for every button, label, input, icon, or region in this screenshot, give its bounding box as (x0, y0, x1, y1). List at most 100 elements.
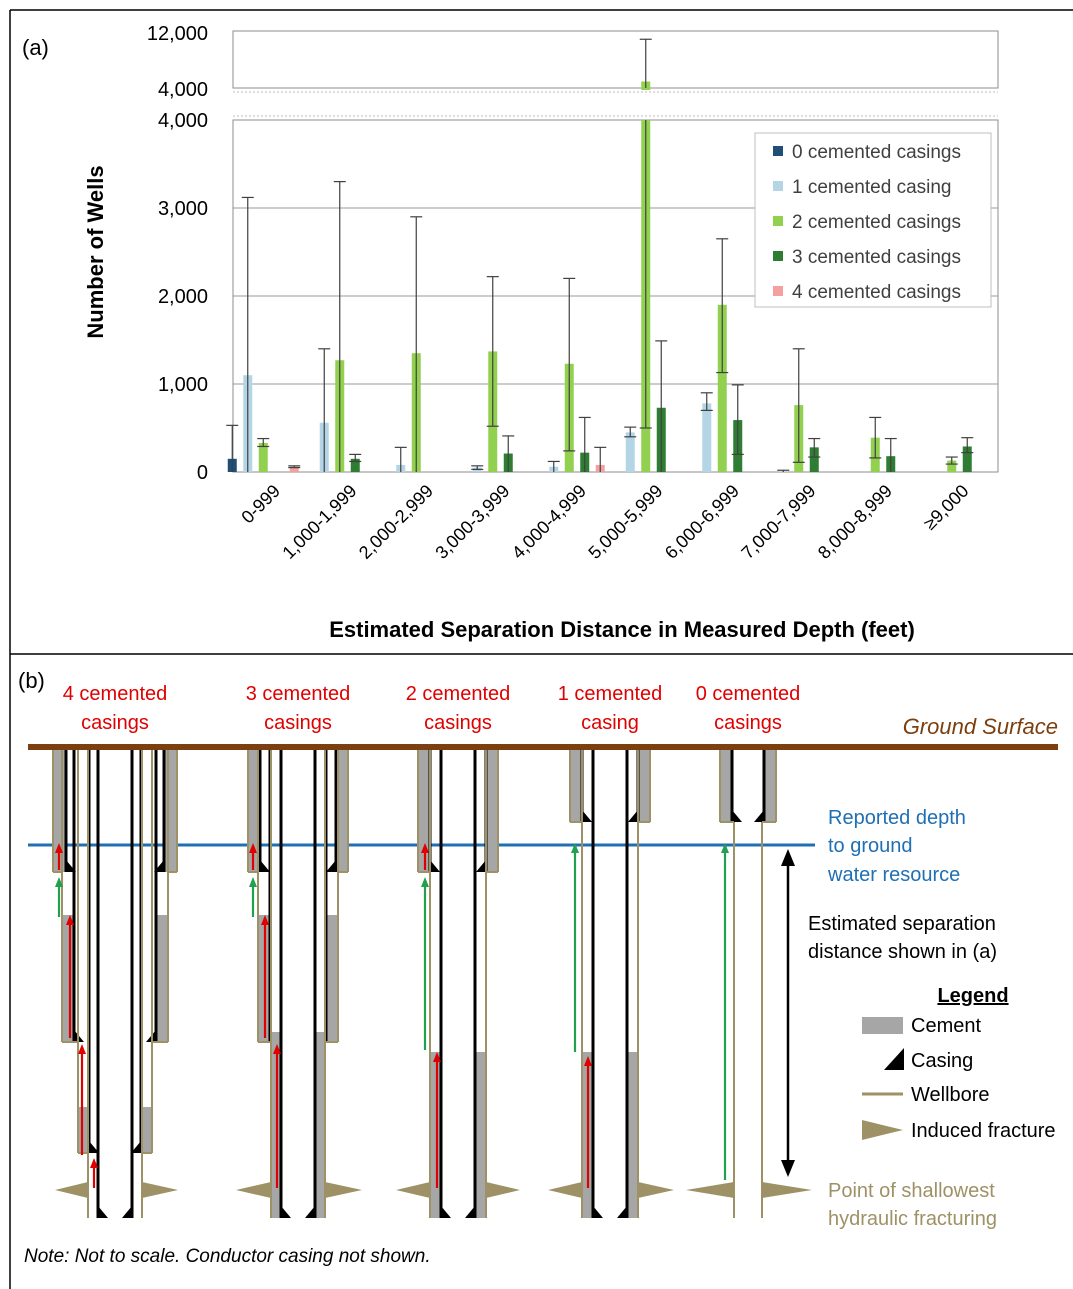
legend-swatch (773, 146, 783, 156)
bar (626, 432, 635, 472)
legend-wellbore-label: Wellbore (911, 1084, 990, 1106)
x-tick-label: 7,000-7,999 (737, 481, 819, 563)
wells (53, 750, 812, 1218)
x-tick-label: 0-999 (237, 481, 284, 528)
cement (326, 915, 338, 1042)
induced-fracture (548, 1182, 582, 1198)
y-tick-label: 0 (197, 462, 208, 484)
induced-fracture (142, 1182, 178, 1198)
fracture-swatch (862, 1120, 903, 1140)
svg-text:casing: casing (581, 712, 639, 734)
x-tick-label: 8,000-8,999 (814, 481, 896, 563)
legend-swatch (773, 181, 783, 191)
legend-casing-label: Casing (911, 1050, 973, 1072)
cement (62, 915, 74, 1042)
panel-a-label: (a) (22, 35, 49, 60)
induced-fracture (396, 1182, 430, 1198)
cement (627, 1052, 638, 1218)
cement (430, 1052, 441, 1218)
cement (720, 750, 732, 822)
svg-text:casings: casings (714, 712, 782, 734)
legend-swatch (773, 216, 783, 226)
y-axis-label: Number of Wells (83, 165, 108, 338)
svg-text:casings: casings (81, 712, 149, 734)
separation-label-line1: Estimated separation (808, 913, 996, 935)
y-tick-label-upper-top: 12,000 (147, 23, 208, 45)
legend-fracture-label: Induced fracture (911, 1120, 1056, 1142)
svg-text:4 cemented: 4 cemented (63, 683, 168, 705)
casing-shoe (281, 1206, 291, 1218)
cement (570, 750, 582, 822)
induced-fracture (762, 1182, 812, 1198)
well (686, 750, 812, 1218)
water-label-line1: Reported depth (828, 807, 966, 829)
svg-text:casings: casings (264, 712, 332, 734)
legend-title: Legend (937, 985, 1008, 1007)
induced-fracture (55, 1182, 88, 1198)
x-tick-label: 1,000-1,999 (278, 481, 360, 563)
well-title: 4 cemented casings (63, 683, 168, 734)
x-tick-label: 4,000-4,999 (508, 481, 590, 563)
casing-shoe (441, 1206, 451, 1218)
y-tick-label-upper-bottom: 4,000 (158, 79, 208, 101)
casing-swatch (884, 1048, 904, 1070)
water-label-line3: water resource (827, 864, 960, 886)
induced-fracture (686, 1182, 734, 1198)
casing-shoe (98, 1206, 108, 1218)
bar (259, 443, 268, 472)
legend-entry: 3 cemented casings (792, 247, 961, 268)
casing-shoe (305, 1206, 315, 1218)
well-title: 1 cemented casing (558, 683, 663, 734)
diagram-legend: Legend Cement Casing Wellbore Induced fr… (862, 985, 1056, 1142)
x-axis-label: Estimated Separation Distance in Measure… (329, 617, 915, 642)
frac-label-line2: hydraulic fracturing (828, 1208, 997, 1230)
cement (164, 750, 177, 872)
note-text: Note: Not to scale. Conductor casing not… (24, 1246, 431, 1267)
y-tick-label: 1,000 (158, 374, 208, 396)
svg-text:0 cemented: 0 cemented (696, 683, 801, 705)
bar (702, 403, 711, 472)
induced-fracture (236, 1182, 271, 1198)
casing-shoe (465, 1206, 475, 1218)
separation-label-line2: distance shown in (a) (808, 941, 997, 963)
frac-label-line1: Point of shallowest (828, 1180, 995, 1202)
well (53, 750, 178, 1218)
legend-entry: 4 cemented casings (792, 282, 961, 303)
legend-cement-label: Cement (911, 1015, 981, 1037)
panel-b-label: (b) (18, 668, 45, 693)
svg-text:3 cemented: 3 cemented (246, 683, 351, 705)
cement (156, 915, 168, 1042)
x-tick-label: 3,000-3,999 (431, 481, 513, 563)
svg-text:casings: casings (424, 712, 492, 734)
well (236, 750, 362, 1218)
legend-entry: 1 cemented casing (792, 177, 952, 198)
legend-entry: 2 cemented casings (792, 212, 961, 233)
induced-fracture (325, 1182, 362, 1198)
x-tick-label: 5,000-5,999 (584, 481, 666, 563)
well (548, 750, 674, 1218)
well-title: 3 cemented casings (246, 683, 351, 734)
cement (475, 1052, 486, 1218)
x-tick-label: 6,000-6,999 (661, 481, 743, 563)
svg-text:2 cemented: 2 cemented (406, 683, 511, 705)
y-tick-label: 2,000 (158, 286, 208, 308)
induced-fracture (638, 1182, 674, 1198)
cement (486, 750, 498, 872)
casing-shoe (593, 1206, 603, 1218)
well-titles: 4 cemented casings 3 cemented casings 2 ceme… (63, 683, 801, 734)
induced-fracture (486, 1182, 520, 1198)
well (396, 750, 520, 1218)
y-tick-labels: 0 1,000 2,000 3,000 4,000 (158, 110, 208, 484)
water-label-line2: to ground (828, 835, 913, 857)
separation-arrow (781, 849, 795, 1177)
panel-a: (a) 12,000 4,000 0 1,000 2,000 3,000 4,000 N… (22, 23, 998, 642)
legend-swatch (773, 251, 783, 261)
casing-shoe (122, 1206, 132, 1218)
svg-text:1 cemented: 1 cemented (558, 683, 663, 705)
legend-swatch (773, 286, 783, 296)
y-tick-label: 3,000 (158, 198, 208, 220)
cement-swatch (862, 1017, 903, 1034)
legend-entry: 0 cemented casings (792, 142, 961, 163)
chart-legend: 0 cemented casings 1 cemented casing 2 cem… (755, 133, 991, 307)
